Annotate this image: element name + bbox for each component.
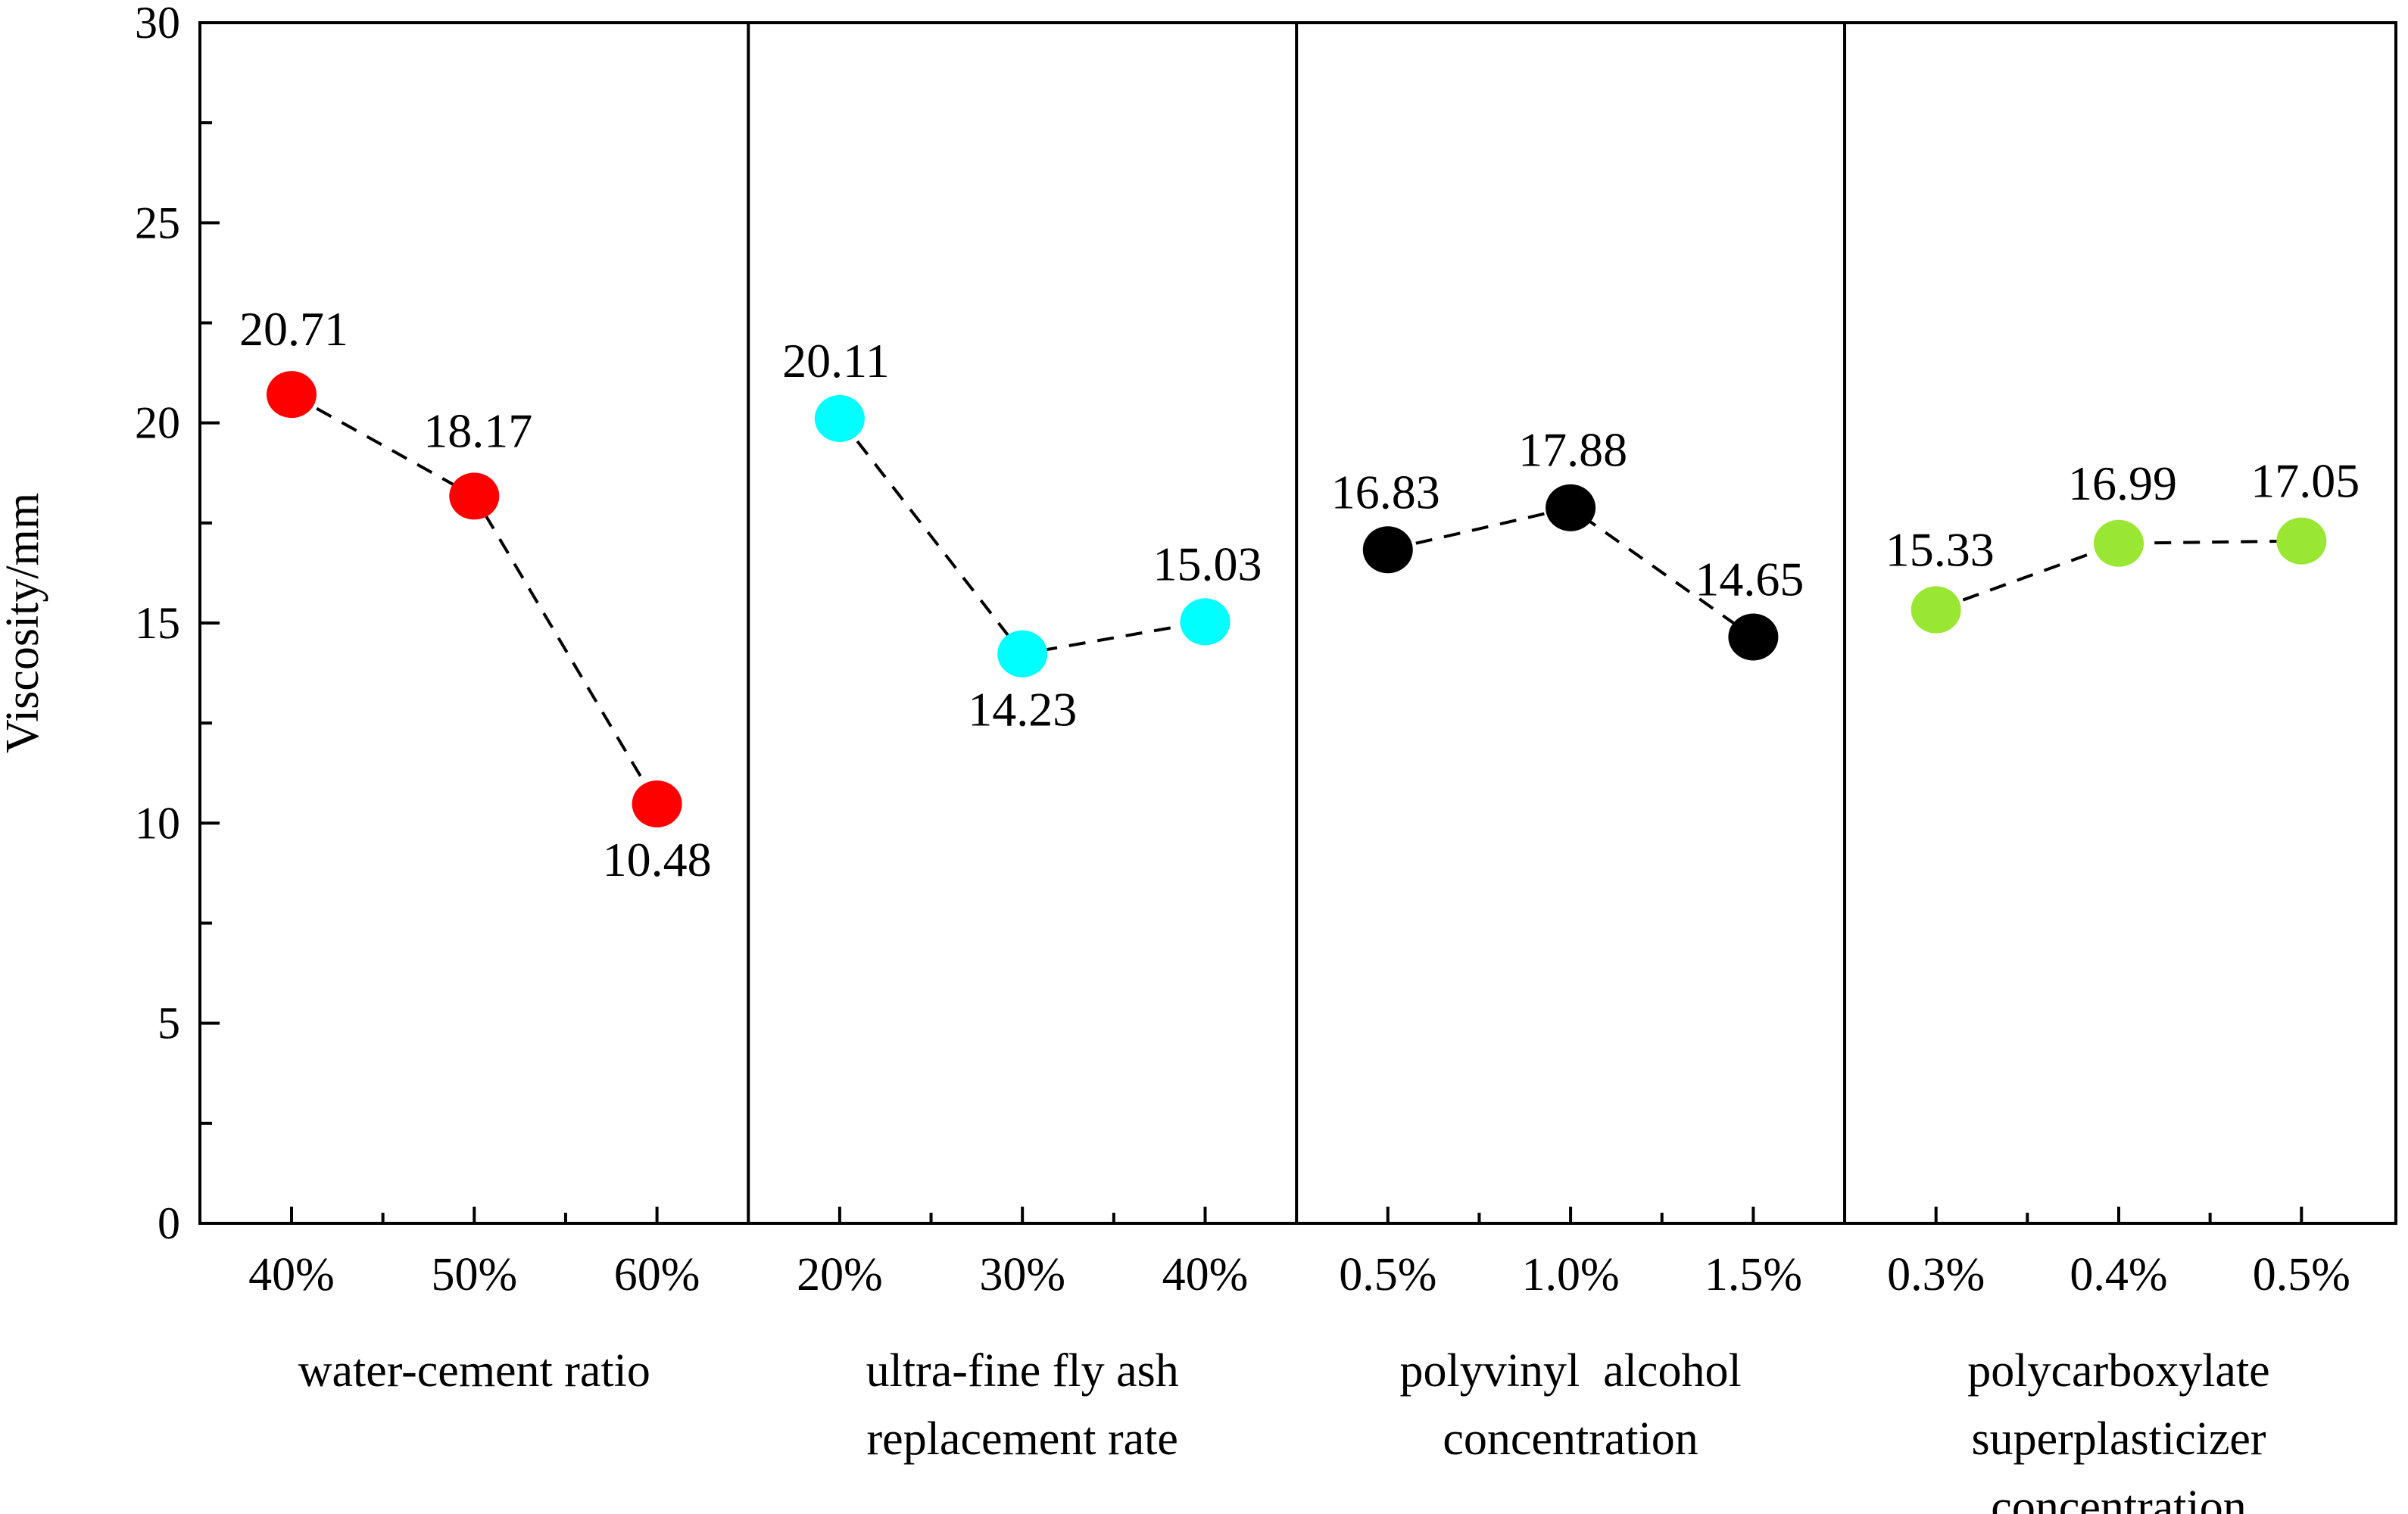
data-label: 17.88 <box>1518 423 1627 477</box>
data-label: 15.33 <box>1886 523 1995 577</box>
data-point <box>1180 598 1231 646</box>
x-tick-label: 0.5% <box>1339 1249 1436 1301</box>
x-tick-label: 20% <box>797 1249 883 1301</box>
data-point <box>1546 484 1596 531</box>
y-tick-label: 20 <box>135 398 180 448</box>
y-tick-label: 5 <box>158 998 180 1048</box>
y-axis-label: Viscosity/mm <box>0 493 48 753</box>
series-line-1 <box>838 417 1206 656</box>
group-label: polycarboxylate <box>1967 1345 2269 1397</box>
group-label: concentration <box>1443 1413 1698 1465</box>
data-label: 10.48 <box>603 833 712 886</box>
y-tick-label: 15 <box>135 598 180 648</box>
data-point <box>1910 586 1961 634</box>
x-tick-label: 30% <box>979 1249 1065 1301</box>
group-label: ultra-fine fly ash <box>866 1345 1179 1397</box>
data-point <box>1728 613 1779 661</box>
y-tick-label: 10 <box>135 798 180 848</box>
x-tick-label: 0.5% <box>2253 1249 2350 1301</box>
group-label: superplasticizer <box>1971 1413 2266 1465</box>
x-tick-label: 60% <box>614 1249 700 1301</box>
x-tick-label: 40% <box>1162 1249 1249 1301</box>
data-point <box>632 780 682 827</box>
data-label: 14.65 <box>1695 553 1804 606</box>
x-tick-label: 1.5% <box>1705 1249 1802 1301</box>
group-label: concentration <box>1991 1481 2246 1514</box>
data-label: 15.03 <box>1153 537 1262 590</box>
group-label: water-cement ratio <box>298 1345 650 1397</box>
group-label: replacement rate <box>867 1413 1178 1465</box>
data-label: 16.83 <box>1331 465 1440 519</box>
y-tick-label: 30 <box>135 0 180 48</box>
y-tick-label: 0 <box>158 1198 180 1248</box>
series-line-3 <box>1935 539 2302 612</box>
data-point <box>2094 519 2144 567</box>
data-label: 18.17 <box>423 403 532 457</box>
data-point <box>2276 517 2327 565</box>
data-point <box>814 394 865 442</box>
data-label: 17.05 <box>2250 454 2360 508</box>
x-tick-label: 1.0% <box>1522 1249 1620 1301</box>
data-label: 14.23 <box>968 683 1077 737</box>
data-label: 20.11 <box>782 334 890 388</box>
x-tick-label: 0.4% <box>2070 1249 2167 1301</box>
x-tick-label: 0.3% <box>1887 1249 1985 1301</box>
x-tick-label: 50% <box>431 1249 517 1301</box>
data-point <box>267 371 317 419</box>
data-label: 20.71 <box>239 302 348 356</box>
data-point <box>997 630 1048 678</box>
y-tick-label: 25 <box>135 198 180 248</box>
data-point <box>449 472 500 520</box>
x-tick-label: 40% <box>248 1249 335 1301</box>
data-label: 16.99 <box>2068 456 2177 510</box>
group-label: polyvinyl alcohol <box>1400 1345 1742 1397</box>
data-point <box>1362 526 1413 574</box>
